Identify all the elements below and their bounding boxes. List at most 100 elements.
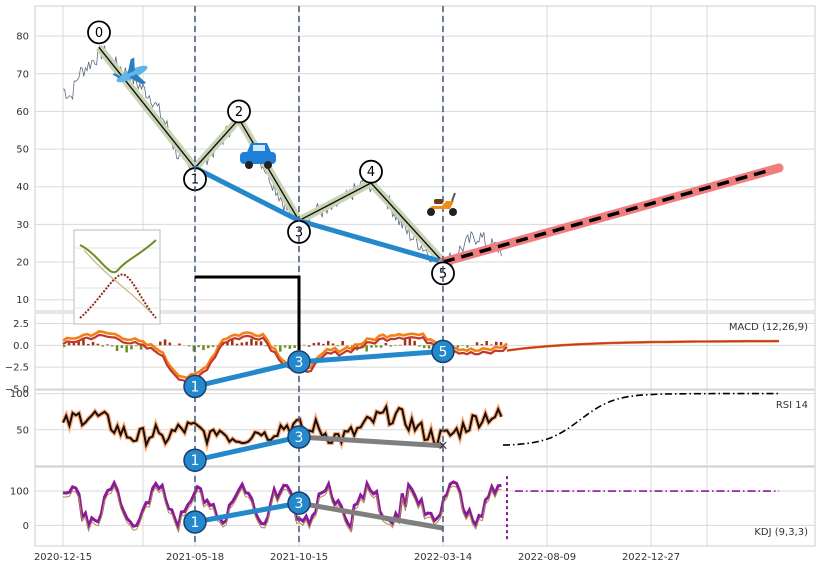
macd-histogram-bar [408,338,412,346]
macd-histogram-bar [264,345,268,347]
kdj-trend-grey [298,500,444,531]
macd-histogram-bar [259,341,263,346]
rsi-y-tick-label: 100 [10,389,29,400]
decorative-icons [73,57,457,325]
macd-histogram-bar [403,339,407,346]
macd-panel-label: MACD (12,26,9) [729,322,808,333]
price-panel-frame [34,5,816,312]
price-y-tick-label: 50 [16,145,29,156]
macd-y-tick-label: 2.5 [13,319,29,330]
wave-label-circle [87,20,111,45]
wave-label-text: 5 [439,267,447,282]
macd-histogram-bar [192,345,196,352]
scooter-seat [434,199,443,204]
rsi-line [62,403,503,449]
axis-labels: 2020-12-15 2021-05-18 2021-10-15 2022-03-14… [5,32,808,563]
kdj-line [62,479,502,533]
kdj-y-tick-label: 100 [10,487,29,498]
rsi-y-tick-label: 50 [16,425,29,436]
connector-bracket [195,275,301,350]
macd-histogram-bar [125,345,128,353]
wave-label-text: 2 [235,105,243,120]
inset-curve-green [79,239,157,274]
rsi-marker-circle [183,448,207,472]
chart-series: × [60,44,784,540]
macd-histogram-bar [231,339,234,346]
macd-histogram-bar [211,345,215,347]
macd-histogram-bar [120,345,124,348]
macd-histogram-bar [111,345,114,347]
macd-y-tick-label: 0.0 [13,341,29,352]
macd-forecast-slow [506,340,780,352]
macd-histogram-bar [399,344,402,346]
rsi-trend-blue [194,434,300,463]
inset-curve-tan [83,249,151,313]
x-tick-label: 2021-10-15 [270,552,328,563]
kdj-marker-text: 1 [191,515,200,531]
car-window [253,145,265,151]
macd-histogram-bar [77,341,80,346]
airplane-icon [112,57,148,85]
rsi-panel-frame [34,389,816,467]
price-y-tick-label: 30 [16,220,29,231]
wave-label-text: 0 [95,26,103,41]
macd-histogram-bar [274,345,277,347]
kdj-y-tick-label: 0 [23,521,29,532]
scooter-wheel-front [449,208,457,216]
x-tick-label: 2020-12-15 [34,552,92,563]
x-tick-label: 2022-08-09 [518,552,576,563]
macd-marker-text: 1 [191,379,200,395]
macd-marker-text: 5 [439,344,448,360]
car-icon [240,143,276,169]
macd-histogram-bar [168,342,172,346]
price-y-tick-label: 10 [16,295,29,306]
rsi-marker-text: 3 [295,430,304,446]
macd-histogram-bar [370,345,373,348]
macd-histogram-bar [226,342,229,346]
car-wheel-back [264,161,272,169]
price-y-tick-label: 80 [16,32,29,43]
macd-histogram-bar [115,345,119,352]
macd-histogram-bar [336,345,340,347]
car-wheel-front [245,161,253,169]
x-tick-label: 2022-12-27 [622,552,680,563]
wave-label-text: 4 [367,165,375,180]
macd-histogram-bar [389,345,392,347]
macd-histogram-bar [106,344,109,346]
kdj-panel-frame [34,466,816,547]
macd-histogram-bar [456,345,460,348]
macd-histogram-bar [312,343,316,346]
macd-histogram-bar [341,340,344,346]
wave-line [98,46,444,263]
macd-histogram-bar [466,345,469,348]
macd-histogram-bar [375,345,378,348]
price-y-tick-label: 60 [16,107,29,118]
macd-histogram-bar [279,345,282,352]
macd-histogram-bar [202,345,205,351]
macd-histogram-bar [499,342,503,346]
wave-label-circle [359,159,383,184]
macd-histogram-bar [365,345,368,352]
macd-histogram-bar [91,341,95,346]
wave-label-text: 3 [295,225,303,240]
rsi-trend-grey [298,434,444,449]
panel-backgrounds [34,5,816,547]
macd-marker-text: 3 [295,355,304,371]
airplane-tail [112,73,122,79]
macd-histogram-bar [240,342,244,346]
macd-histogram-bar [207,345,210,349]
kdj-trend-blue [194,500,300,525]
macd-histogram-bar [480,344,484,346]
airplane-body [116,65,148,83]
rsi-forecast [502,392,779,446]
macd-histogram-bar [327,340,330,346]
macd-histogram-bar [67,342,71,346]
macd-histogram-bar [293,345,296,348]
airplane-wings [127,57,147,85]
macd-histogram-bar [159,341,162,346]
macd-histogram-bar [379,345,383,348]
macd-histogram-bar [101,345,104,347]
price-y-tick-label: 70 [16,69,29,80]
macd-histogram-bar [130,345,133,350]
wave-label-circle [227,99,251,124]
